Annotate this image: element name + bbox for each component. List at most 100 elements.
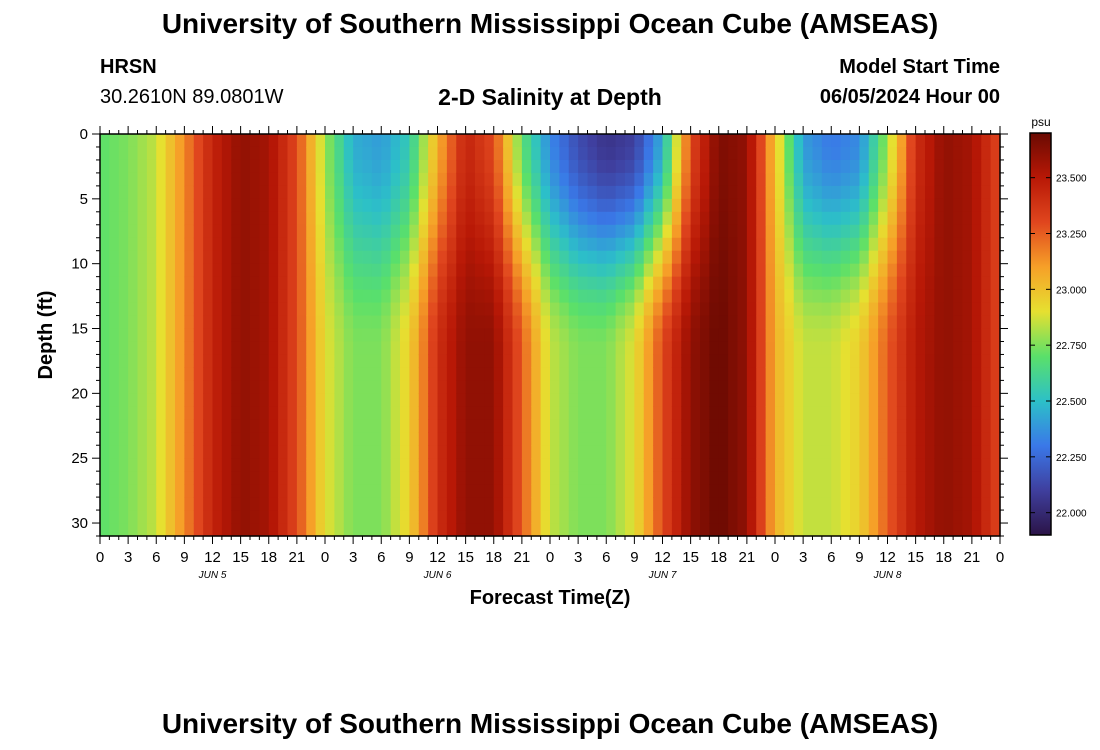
heatmap-cell xyxy=(250,497,260,511)
heatmap-cell xyxy=(981,406,992,420)
heatmap-cell xyxy=(681,497,692,511)
heatmap-cell xyxy=(784,393,795,407)
heatmap-cell xyxy=(446,341,457,356)
heatmap-cell xyxy=(793,523,804,537)
heatmap-cell xyxy=(934,445,945,459)
heatmap-cell xyxy=(437,523,448,537)
heatmap-cell xyxy=(371,315,382,330)
heatmap-cell xyxy=(971,523,982,537)
heatmap-cell xyxy=(709,484,720,498)
heatmap-cell xyxy=(212,419,223,433)
heatmap-cell xyxy=(353,159,364,174)
heatmap-cell xyxy=(775,406,785,420)
heatmap-cell xyxy=(418,419,429,433)
heatmap-cell xyxy=(896,211,907,226)
heatmap-cell xyxy=(803,263,814,278)
heatmap-cell xyxy=(212,406,223,420)
heatmap-cell xyxy=(953,315,964,330)
heatmap-cell xyxy=(887,354,898,369)
heatmap-cell xyxy=(540,497,551,511)
heatmap-cell xyxy=(268,172,279,187)
heatmap-cell xyxy=(906,146,917,161)
heatmap-cell xyxy=(821,211,832,226)
heatmap-cell xyxy=(671,237,682,252)
heatmap-cell xyxy=(709,302,720,317)
heatmap-cell xyxy=(559,380,570,394)
heatmap-cell xyxy=(315,523,326,537)
heatmap-cell xyxy=(831,328,842,343)
heatmap-cell xyxy=(371,458,382,472)
heatmap-cell xyxy=(962,406,973,420)
heatmap-cell xyxy=(100,134,110,148)
heatmap-cell xyxy=(990,224,1001,239)
heatmap-cell xyxy=(456,497,467,511)
heatmap-cell xyxy=(840,432,851,446)
heatmap-cell xyxy=(193,211,204,226)
heatmap-cell xyxy=(118,315,129,330)
heatmap-cell xyxy=(250,263,260,278)
x-tick-label: 0 xyxy=(96,549,104,566)
heatmap-cell xyxy=(118,341,129,356)
heatmap-cell xyxy=(465,250,476,265)
heatmap-cell xyxy=(559,289,570,304)
heatmap-cell xyxy=(465,432,476,446)
heatmap-cell xyxy=(353,406,364,420)
heatmap-cell xyxy=(634,458,645,472)
heatmap-cell xyxy=(334,237,345,252)
heatmap-cell xyxy=(315,458,326,472)
heatmap-cell xyxy=(568,146,579,161)
heatmap-cell xyxy=(784,250,795,265)
heatmap-cell xyxy=(212,159,223,174)
heatmap-cell xyxy=(456,510,467,524)
heatmap-cell xyxy=(915,302,926,317)
heatmap-cell xyxy=(728,159,739,174)
heatmap-cell xyxy=(165,341,176,356)
y-tick-label: 30 xyxy=(71,515,88,532)
heatmap-cell xyxy=(690,328,701,343)
heatmap-cell xyxy=(962,289,973,304)
heatmap-cell xyxy=(268,185,279,200)
heatmap-cell xyxy=(362,419,373,433)
heatmap-cell xyxy=(709,237,720,252)
heatmap-cell xyxy=(821,276,832,291)
heatmap-cell xyxy=(371,432,382,446)
heatmap-cell xyxy=(240,302,251,317)
heatmap-cell xyxy=(728,380,739,394)
heatmap-cell xyxy=(990,510,1001,524)
heatmap-cell xyxy=(559,159,570,174)
heatmap-cell xyxy=(878,198,889,213)
heatmap-cell xyxy=(981,134,992,148)
heatmap-cell xyxy=(971,172,982,187)
day-label: JUN 7 xyxy=(648,570,677,581)
heatmap-cell xyxy=(118,172,129,187)
heatmap-cell xyxy=(184,393,195,407)
heatmap-cell xyxy=(175,289,185,304)
heatmap-cell xyxy=(503,510,514,524)
heatmap-cell xyxy=(100,497,110,511)
heatmap-cell xyxy=(653,380,664,394)
heatmap-cell xyxy=(250,354,260,369)
heatmap-cell xyxy=(728,458,739,472)
heatmap-cell xyxy=(868,315,879,330)
heatmap-cell xyxy=(512,250,523,265)
heatmap-cell xyxy=(250,328,260,343)
heatmap-cell xyxy=(746,432,757,446)
heatmap-cell xyxy=(859,159,870,174)
heatmap-cell xyxy=(475,263,485,278)
heatmap-cell xyxy=(812,380,823,394)
heatmap-cell xyxy=(203,289,214,304)
heatmap-cell xyxy=(728,484,739,498)
heatmap-cell xyxy=(915,289,926,304)
heatmap-cell xyxy=(606,289,617,304)
heatmap-cell xyxy=(821,354,832,369)
heatmap-cell xyxy=(746,172,757,187)
heatmap-cell xyxy=(428,328,439,343)
heatmap-cell xyxy=(559,276,570,291)
heatmap-cell xyxy=(465,341,476,356)
heatmap-cell xyxy=(100,445,110,459)
heatmap-cell xyxy=(437,432,448,446)
heatmap-cell xyxy=(231,406,242,420)
heatmap-cell xyxy=(325,185,335,200)
heatmap-cell xyxy=(934,276,945,291)
heatmap-cell xyxy=(343,367,354,381)
